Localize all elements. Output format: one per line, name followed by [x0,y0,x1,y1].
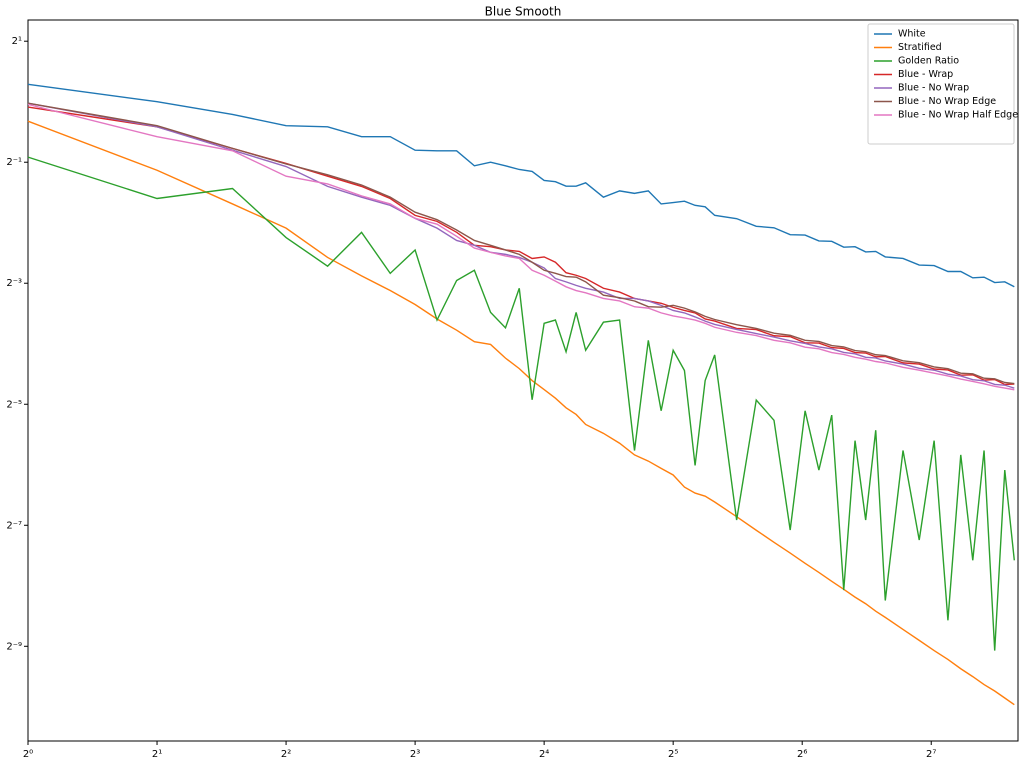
y-tick-label: 2⁻¹ [6,157,22,168]
legend-label: Blue - Wrap [898,69,953,80]
series-line [27,102,1015,389]
chart-title: Blue Smooth [485,5,562,19]
x-tick-label: 2³ [410,749,420,760]
y-tick-label: 2⁻⁷ [6,520,22,531]
x-tick-label: 2² [281,749,291,760]
series-line [27,106,1015,386]
legend-label: Golden Ratio [898,56,959,67]
legend-label: Stratified [898,42,942,53]
series-line [27,83,1015,288]
x-tick-label: 2⁴ [539,749,549,760]
legend-label: Blue - No Wrap [898,83,969,94]
legend-label: White [898,29,926,40]
y-tick-label: 2¹ [12,36,22,47]
legend-box [867,23,1015,145]
x-tick-label: 2⁵ [668,749,678,760]
x-tick-label: 2⁶ [797,749,807,760]
series-line [27,120,1015,706]
x-tick-label: 2⁰ [23,749,33,760]
y-tick-label: 2⁻⁵ [6,399,22,410]
series-line [27,102,1015,385]
legend-label: Blue - No Wrap Edge [898,96,996,107]
y-tick-label: 2⁻³ [6,278,22,289]
legend-label: Blue - No Wrap Half Edge [898,110,1018,121]
y-tick-label: 2⁻⁹ [6,641,22,652]
x-tick-label: 2¹ [152,749,162,760]
series-line [27,156,1016,651]
series-line [27,103,1015,391]
plot-frame [27,19,1019,742]
x-tick-label: 2⁷ [926,749,936,760]
